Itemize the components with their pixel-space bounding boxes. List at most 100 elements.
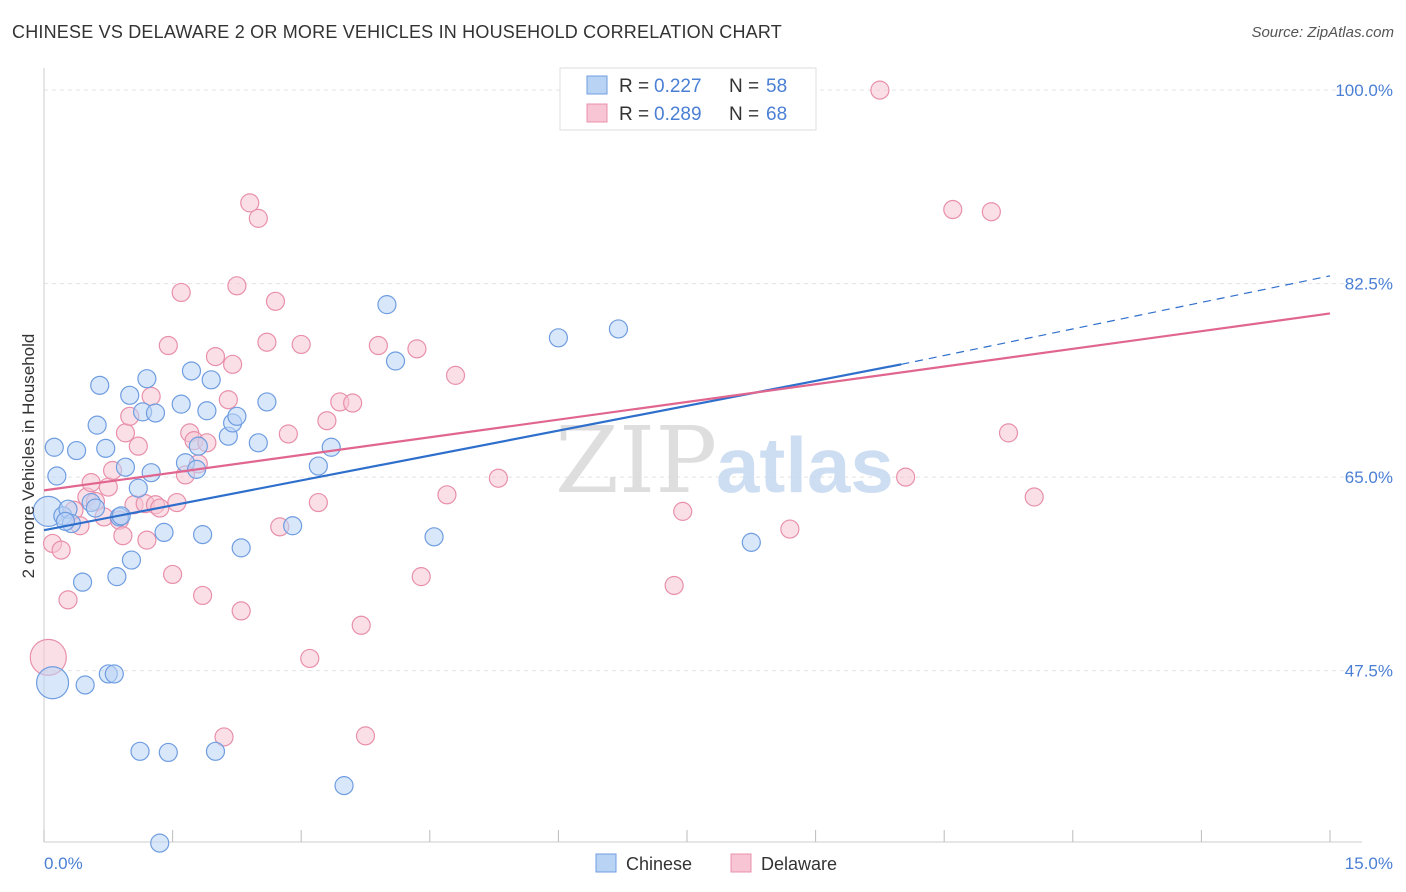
bottom-legend: Chinese Delaware (595, 853, 837, 874)
legend-n-value-chinese: 58 (766, 76, 787, 97)
point-delaware (163, 564, 183, 585)
point-delaware (943, 199, 963, 220)
top-legend: R = 0.227 N = 58 R = 0.289 N = 68 (559, 67, 817, 131)
bottom-legend-swatch-chinese (595, 853, 617, 873)
x-tick-label-max: 15.0% (1345, 854, 1393, 873)
point-chinese (130, 741, 150, 761)
point-chinese (44, 437, 64, 457)
legend-r-label-delaware: R = (619, 104, 654, 125)
point-chinese (377, 295, 397, 315)
point-delaware (278, 424, 298, 444)
point-chinese (72, 572, 93, 592)
point-chinese (87, 415, 107, 435)
bottom-legend-label-chinese: Chinese (626, 854, 692, 874)
point-chinese (334, 776, 354, 796)
point-chinese (283, 516, 303, 536)
y-tick-label: 47.5% (1345, 662, 1393, 681)
grid-lines (44, 89, 1362, 672)
x-ticks: 0.0% 15.0% (43, 830, 1393, 873)
point-chinese (120, 385, 140, 405)
watermark-zip: ZIP (555, 407, 717, 514)
point-delaware (158, 335, 178, 356)
y-tick-label: 65.0% (1345, 468, 1393, 487)
point-chinese (201, 370, 221, 390)
point-chinese (47, 466, 67, 486)
point-chinese (121, 550, 142, 570)
point-delaware (896, 467, 916, 487)
point-delaware (355, 726, 376, 746)
axes (43, 68, 1362, 843)
point-chinese (321, 437, 341, 457)
legend-swatch-chinese (586, 75, 608, 95)
point-chinese (104, 664, 124, 684)
point-delaware (128, 436, 148, 456)
point-chinese (150, 833, 170, 853)
point-chinese (205, 741, 226, 761)
watermark-atlas: atlas (716, 421, 894, 509)
point-delaware (291, 334, 311, 355)
y-ticks: 47.5% 65.0% 82.5% 100.0% (1335, 81, 1393, 681)
point-chinese (128, 478, 148, 498)
point-delaware (113, 526, 133, 546)
point-chinese (90, 375, 110, 395)
point-chinese (193, 525, 213, 545)
point-delaware (317, 411, 337, 431)
y-tick-label: 82.5% (1345, 275, 1393, 294)
point-delaware (411, 567, 431, 587)
point-chinese (171, 394, 191, 414)
point-delaware (218, 390, 238, 410)
chart-title: CHINESE VS DELAWARE 2 OR MORE VEHICLES I… (12, 22, 782, 42)
watermark: ZIP atlas (555, 407, 894, 514)
point-delaware (137, 530, 157, 550)
point-delaware (1024, 487, 1044, 507)
point-chinese (137, 369, 157, 389)
legend-swatch-delaware (586, 103, 608, 123)
point-delaware (248, 208, 268, 228)
point-delaware (998, 423, 1019, 443)
point-chinese (141, 463, 161, 483)
point-chinese (548, 328, 569, 348)
legend-n-label-chinese: N = (729, 76, 764, 97)
data-points (29, 80, 1044, 853)
point-chinese (85, 498, 106, 518)
legend-r-value-delaware: 0.289 (654, 104, 702, 125)
point-chinese (107, 567, 127, 587)
y-axis-label: 2 or more Vehicles in Household (19, 334, 38, 579)
legend-n-value-delaware: 68 (766, 104, 787, 125)
point-chinese (154, 522, 174, 543)
point-chinese (424, 527, 444, 547)
point-delaware (58, 590, 78, 610)
point-chinese (248, 433, 268, 453)
point-chinese (197, 401, 217, 421)
point-chinese (96, 438, 116, 458)
trend-lines (43, 275, 1331, 532)
point-delaware (257, 332, 277, 352)
point-chinese (188, 436, 208, 456)
point-delaware (223, 354, 243, 374)
point-delaware (664, 575, 684, 596)
point-chinese (158, 742, 178, 763)
point-delaware (265, 291, 286, 311)
point-delaware (488, 468, 508, 488)
point-delaware (240, 193, 260, 213)
trend-line-delaware (43, 312, 1331, 492)
point-delaware (351, 615, 371, 635)
point-delaware (780, 519, 800, 539)
point-chinese (227, 406, 247, 426)
point-chinese (608, 319, 629, 339)
x-tick-label-min: 0.0% (44, 854, 83, 873)
point-delaware (205, 346, 226, 367)
point-delaware (368, 335, 388, 356)
point-delaware (870, 80, 890, 100)
point-chinese (308, 456, 328, 476)
point-delaware (227, 276, 247, 296)
point-delaware (437, 485, 457, 505)
legend-r-label-chinese: R = (619, 76, 654, 97)
point-delaware (231, 601, 251, 621)
legend-r-value-chinese: 0.227 (654, 76, 702, 97)
bottom-legend-label-delaware: Delaware (761, 854, 837, 874)
point-chinese (75, 675, 95, 695)
point-delaware (51, 540, 71, 560)
point-delaware (673, 501, 693, 521)
